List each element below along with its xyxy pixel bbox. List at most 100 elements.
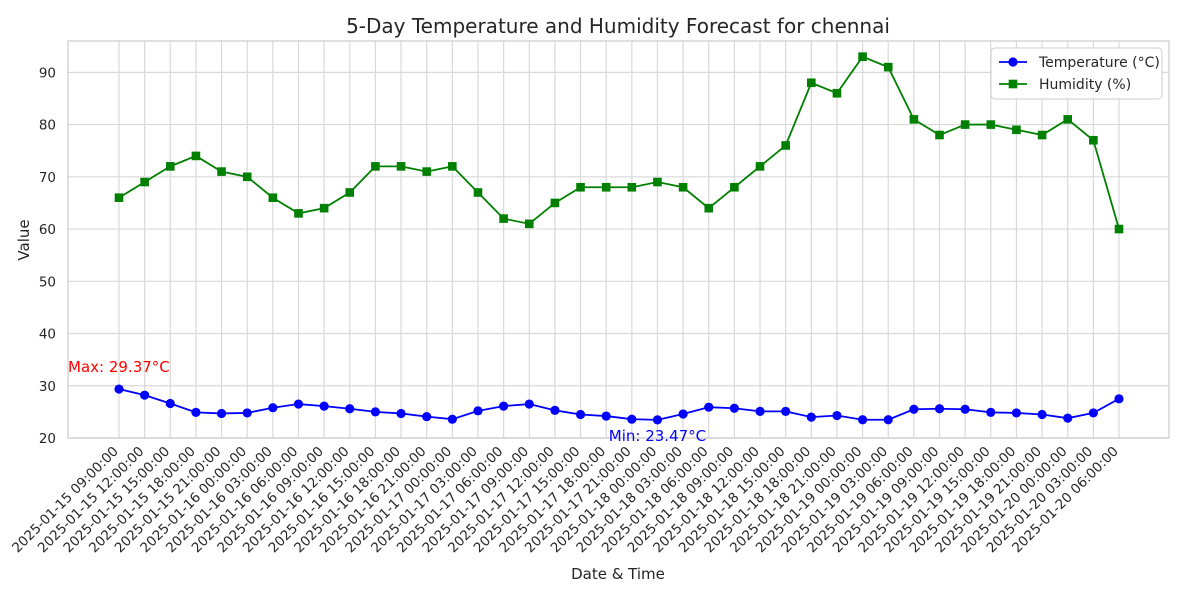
data-point — [576, 182, 585, 192]
data-point — [242, 408, 252, 418]
data-point — [960, 404, 970, 414]
data-point — [473, 188, 483, 197]
data-point — [319, 203, 329, 213]
data-point — [396, 408, 406, 419]
data-point — [1037, 130, 1047, 140]
legend-item: Temperature (°C) — [999, 55, 1160, 71]
data-point — [294, 209, 303, 218]
data-point — [114, 384, 124, 394]
data-point — [447, 414, 457, 424]
data-point — [499, 401, 509, 411]
legend-box — [990, 47, 1163, 100]
data-point — [448, 162, 457, 171]
plot-frame — [67, 40, 1170, 439]
data-point — [575, 409, 586, 420]
data-point — [473, 406, 483, 416]
data-point — [883, 62, 893, 72]
legend-marker — [1008, 57, 1018, 67]
data-point — [1063, 413, 1073, 423]
data-point — [704, 203, 714, 213]
legend: Temperature (°C) Humidity (%) — [990, 47, 1163, 100]
data-point — [1011, 408, 1022, 418]
series-humidity — [114, 52, 1124, 234]
y-tick-label: 70 — [39, 170, 56, 186]
data-point — [268, 193, 278, 203]
y-tick-label: 20 — [39, 431, 56, 447]
data-point — [1114, 224, 1124, 234]
data-point — [807, 78, 816, 88]
data-point — [1089, 135, 1098, 145]
legend-label: Humidity (%) — [1039, 77, 1131, 93]
data-point — [140, 390, 150, 400]
data-point — [165, 398, 175, 409]
data-point — [627, 182, 637, 192]
series-lines — [114, 52, 1124, 425]
legend-marker — [1008, 79, 1018, 89]
data-point — [293, 399, 304, 409]
y-tick-label: 50 — [39, 274, 56, 290]
data-point — [781, 406, 791, 416]
data-point — [678, 409, 688, 419]
data-point — [1063, 115, 1073, 124]
data-point — [268, 403, 278, 413]
data-point — [371, 162, 380, 171]
data-point — [550, 198, 560, 208]
annotations: Max: 29.37°C Min: 23.47°C — [68, 358, 706, 445]
series-temperature — [114, 384, 1124, 425]
data-point — [909, 404, 919, 414]
data-point — [730, 182, 739, 192]
data-point — [1012, 125, 1021, 135]
data-point — [1088, 408, 1098, 418]
data-point — [601, 182, 611, 192]
data-point — [396, 162, 406, 171]
data-point — [422, 411, 432, 422]
data-point — [935, 130, 944, 140]
data-point — [986, 120, 996, 129]
max-annotation: Max: 29.37°C — [68, 358, 170, 376]
data-point — [601, 411, 611, 421]
data-point — [934, 404, 945, 414]
legend-label: Temperature (°C) — [1038, 55, 1160, 71]
y-tick-label: 40 — [39, 327, 56, 343]
x-axis-label: Date & Time — [571, 565, 665, 583]
min-annotation: Min: 23.47°C — [609, 427, 706, 445]
data-point — [986, 407, 996, 418]
data-point — [627, 414, 637, 424]
y-axis-label: Value — [15, 219, 33, 260]
data-point — [729, 403, 739, 413]
y-axis: 20 30 40 50 60 70 80 90 — [39, 65, 56, 447]
data-point — [883, 415, 893, 425]
data-point — [114, 193, 124, 203]
data-point — [216, 408, 227, 419]
y-tick-label: 90 — [39, 65, 56, 81]
data-point — [704, 402, 714, 412]
data-point — [524, 399, 534, 409]
data-point — [857, 415, 868, 425]
data-point — [806, 412, 816, 422]
legend-item: Humidity (%) — [999, 77, 1131, 93]
data-point — [319, 401, 329, 411]
data-point — [242, 172, 252, 182]
data-point — [345, 404, 355, 414]
series-line — [118, 55, 1120, 230]
y-tick-label: 60 — [39, 222, 56, 238]
data-point — [191, 407, 201, 418]
data-point — [909, 115, 919, 124]
y-tick-label: 80 — [39, 118, 56, 134]
data-point — [499, 214, 508, 223]
data-point — [345, 188, 355, 197]
data-point — [755, 162, 765, 171]
data-point — [550, 405, 560, 415]
data-point — [1114, 394, 1124, 404]
chart-title: 5-Day Temperature and Humidity Forecast … — [346, 14, 890, 38]
data-point — [678, 182, 688, 192]
data-point — [755, 406, 765, 416]
data-point — [1037, 409, 1047, 420]
data-point — [960, 120, 970, 129]
data-point — [217, 167, 226, 176]
data-point — [832, 410, 842, 421]
data-point — [858, 52, 867, 61]
data-point — [370, 407, 381, 417]
